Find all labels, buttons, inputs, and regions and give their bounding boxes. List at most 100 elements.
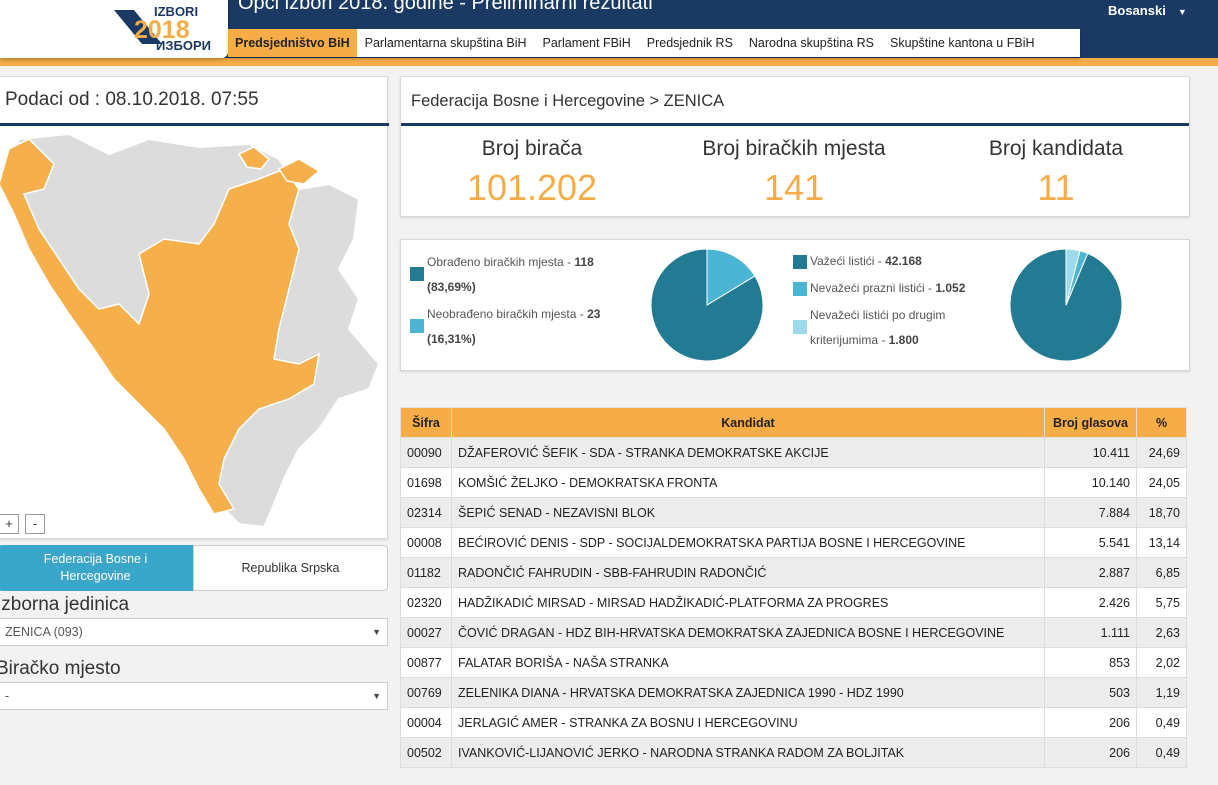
logo-year: 2018 xyxy=(134,16,190,44)
language-label: Bosanski xyxy=(1108,3,1166,18)
legend-unprocessed: Neobrađeno biračkih mjesta - 23 (16,31%) xyxy=(427,302,600,352)
cell-votes: 853 xyxy=(1044,647,1137,678)
processing-pie-slice-0 xyxy=(650,248,764,362)
logo-container[interactable]: IZBORI 2018 ИЗБОРИ xyxy=(0,0,228,58)
column-header-votes[interactable]: Broj glasova xyxy=(1044,407,1137,438)
electoral-unit-select[interactable]: ZENICA (093) ▼ xyxy=(0,618,388,646)
election-level-tabs: Predsjedništvo BiH Parlamentarna skupšti… xyxy=(228,29,1080,57)
divider xyxy=(401,123,1189,126)
legend-count: 23 xyxy=(587,307,601,321)
cell-code: 00877 xyxy=(400,647,452,678)
electoral-unit-value: ZENICA (093) xyxy=(5,625,83,639)
stat-value: 11 xyxy=(1037,167,1075,208)
table-row: 01698 KOMŠIĆ ŽELJKO - DEMOKRATSKA FRONTA 1… xyxy=(400,467,1187,498)
data-timestamp: Podaci od : 08.10.2018. 07:55 xyxy=(5,89,259,110)
cell-candidate: ŠEPIĆ SENAD - NEZAVISNI BLOK xyxy=(451,497,1045,528)
cell-candidate: ZELENIKA DIANA - HRVATSKA DEMOKRATSKA ZA… xyxy=(451,677,1045,708)
ballots-pie-slice-2 xyxy=(1065,248,1081,306)
legend-swatch xyxy=(410,319,424,333)
zoom-out-button[interactable]: - xyxy=(25,514,45,534)
logo-text-latin: IZBORI xyxy=(154,4,198,19)
cell-percent: 24,69 xyxy=(1136,437,1187,468)
stat-label: Broj kandidata xyxy=(988,137,1124,160)
column-header-code[interactable]: Šifra xyxy=(400,407,452,438)
cell-code: 00769 xyxy=(400,677,452,708)
header-accent-strip xyxy=(0,58,1218,66)
polling-station-select[interactable]: - ▼ xyxy=(0,682,388,710)
cell-percent: 5,75 xyxy=(1136,587,1187,618)
table-row: 00877 FALATAR BORIŠA - NAŠA STRANKA 853 2,0… xyxy=(400,647,1187,678)
divider xyxy=(0,123,389,126)
table-row: 00769 ZELENIKA DIANA - HRVATSKA DEMOKRATS… xyxy=(400,677,1187,708)
map-region-federacija xyxy=(0,138,320,515)
legend-other-invalid-ballots: Nevažeći listići po drugim kriterijumima… xyxy=(810,303,945,353)
cell-percent: 18,70 xyxy=(1136,497,1187,528)
cell-code: 00008 xyxy=(400,527,452,558)
bih-map[interactable] xyxy=(0,129,387,529)
cell-percent: 1,19 xyxy=(1136,677,1187,708)
tab-narodna-skupstina-rs[interactable]: Narodna skupština RS xyxy=(748,36,874,50)
tab-parlament-fbih[interactable]: Parlament FBiH xyxy=(542,36,631,50)
cell-percent: 6,85 xyxy=(1136,557,1187,588)
tab-republika-srpska[interactable]: Republika Srpska xyxy=(193,545,388,591)
summary-panel: Federacija Bosne i Hercegovine > ZENICA … xyxy=(400,76,1190,217)
cell-votes: 10.140 xyxy=(1044,467,1137,498)
cell-candidate: FALATAR BORIŠA - NAŠA STRANKA xyxy=(451,647,1045,678)
processing-panel: Obrađeno biračkih mjesta - 118 (83,69%) … xyxy=(400,239,1190,371)
legend-count: 118 xyxy=(574,255,594,269)
table-row: 00502 IVANKOVIĆ-LIJANOVIĆ JERKO - NARODNA… xyxy=(400,737,1187,768)
cell-percent: 2,02 xyxy=(1136,647,1187,678)
map-panel: Podaci od : 08.10.2018. 07:55 + - xyxy=(0,76,389,539)
language-selector[interactable]: Bosanski ▼ xyxy=(1108,3,1187,18)
legend-blank-ballots: Nevažeći prazni listići - 1.052 xyxy=(810,276,965,301)
cell-candidate: JERLAGIĆ AMER - STRANKA ZA BOSNU I HERCE… xyxy=(451,707,1045,738)
tab-predsjednik-rs[interactable]: Predsjednik RS xyxy=(646,36,733,50)
cell-candidate: IVANKOVIĆ-LIJANOVIĆ JERKO - NARODNA STRA… xyxy=(451,737,1045,768)
cell-code: 00502 xyxy=(400,737,452,768)
cell-votes: 7.884 xyxy=(1044,497,1137,528)
cell-candidate: KOMŠIĆ ŽELJKO - DEMOKRATSKA FRONTA xyxy=(451,467,1045,498)
legend-count: 1.052 xyxy=(935,281,966,295)
table-row: 02320 HADŽIKADIĆ MIRSAD - MIRSAD HADŽIKAD… xyxy=(400,587,1187,618)
stat-polling-stations: Broj biračkih mjesta 141 xyxy=(669,137,919,209)
cell-votes: 1.111 xyxy=(1044,617,1137,648)
cell-candidate: RADONČIĆ FAHRUDIN - SBB-FAHRUDIN RADONČI… xyxy=(451,557,1045,588)
breadcrumb: Federacija Bosne i Hercegovine > ZENICA xyxy=(411,92,725,110)
cell-votes: 10.411 xyxy=(1044,437,1137,468)
tab-federacija[interactable]: Federacija Bosne i Hercegovine xyxy=(0,545,193,591)
tab-skupstine-kantona[interactable]: Skupštine kantona u FBiH xyxy=(889,36,1035,50)
polling-station-label: Biračko mjesto xyxy=(0,658,121,679)
cell-votes: 2.426 xyxy=(1044,587,1137,618)
cell-percent: 0,49 xyxy=(1136,707,1187,738)
cell-candidate: BEĆIROVIĆ DENIS - SDP - SOCIJALDEMOKRATS… xyxy=(451,527,1045,558)
page-title: Opći izbori 2018. godine - Preliminarni … xyxy=(238,0,653,14)
legend-label: Važeći listići - xyxy=(810,254,886,268)
cell-votes: 5.541 xyxy=(1044,527,1137,558)
legend-label: Neobrađeno biračkih mjesta - xyxy=(427,307,588,321)
tab-parlamentarna-skupstina-bih[interactable]: Parlamentarna skupština BiH xyxy=(364,36,527,50)
table-row: 01182 RADONČIĆ FAHRUDIN - SBB-FAHRUDIN RA… xyxy=(400,557,1187,588)
stat-value: 101.202 xyxy=(466,167,598,208)
legend-swatch xyxy=(793,282,807,296)
legend-label: Obrađeno biračkih mjesta - xyxy=(427,255,575,269)
table-row: 00090 DŽAFEROVIĆ ŠEFIK - SDA - STRANKA DE… xyxy=(400,437,1187,468)
legend-swatch xyxy=(793,320,807,334)
cell-candidate: ČOVIĆ DRAGAN - HDZ BIH-HRVATSKA DEMOKRAT… xyxy=(451,617,1045,648)
zoom-in-button[interactable]: + xyxy=(0,514,19,534)
legend-valid-ballots: Važeći listići - 42.168 xyxy=(810,249,922,274)
logo-text-cyrillic: ИЗБОРИ xyxy=(156,38,211,52)
elections-logo: IZBORI 2018 ИЗБОРИ xyxy=(114,4,211,52)
chevron-down-icon: ▼ xyxy=(372,691,381,701)
tab-predsjednistvo-bih[interactable]: Predsjedništvo BiH xyxy=(228,29,357,57)
entity-tabs: Federacija Bosne i Hercegovine Republika… xyxy=(0,545,388,591)
table-row: 02314 ŠEPIĆ SENAD - NEZAVISNI BLOK 7.884 18… xyxy=(400,497,1187,528)
results-table: Šifra Kandidat Broj glasova % 00090 DŽAFE… xyxy=(400,407,1187,768)
processing-pie-chart xyxy=(650,248,764,362)
cell-code: 01182 xyxy=(400,557,452,588)
column-header-candidate[interactable]: Kandidat xyxy=(451,407,1045,438)
electoral-unit-label: Izborna jedinica xyxy=(0,594,130,615)
column-header-percent[interactable]: % xyxy=(1136,407,1187,438)
cell-candidate: HADŽIKADIĆ MIRSAD - MIRSAD HADŽIKADIĆ-PL… xyxy=(451,587,1045,618)
cell-code: 02320 xyxy=(400,587,452,618)
ballots-pie-chart xyxy=(1009,248,1123,362)
